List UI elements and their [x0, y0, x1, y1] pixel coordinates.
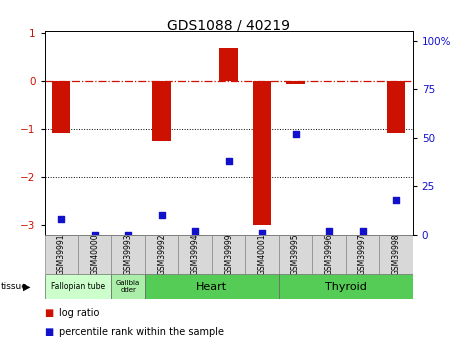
Text: ▶: ▶ [23, 282, 30, 292]
Bar [212, 235, 245, 274]
Text: log ratio: log ratio [59, 308, 99, 318]
Bar [287, 81, 305, 84]
Text: percentile rank within the sample: percentile rank within the sample [59, 327, 224, 337]
Point [225, 158, 232, 164]
Text: GSM39995: GSM39995 [291, 234, 300, 275]
Bar [45, 274, 112, 299]
Point [124, 232, 132, 237]
Point [392, 197, 400, 203]
Bar [178, 235, 212, 274]
Bar [78, 235, 112, 274]
Text: GSM39992: GSM39992 [157, 234, 166, 275]
Point [158, 213, 166, 218]
Bar [219, 48, 238, 81]
Point [325, 228, 333, 234]
Point [258, 230, 266, 235]
Bar [112, 274, 145, 299]
Text: Heart: Heart [197, 282, 227, 292]
Point [292, 131, 299, 137]
Bar [112, 235, 145, 274]
Bar [145, 274, 279, 299]
Text: GDS1088 / 40219: GDS1088 / 40219 [167, 19, 290, 33]
Point [359, 228, 366, 234]
Bar [145, 235, 178, 274]
Text: ■: ■ [45, 308, 54, 318]
Point [191, 228, 199, 234]
Text: GSM39996: GSM39996 [325, 234, 333, 275]
Text: GSM40001: GSM40001 [257, 234, 266, 275]
Text: GSM39993: GSM39993 [124, 234, 133, 275]
Bar [279, 235, 312, 274]
Text: GSM39994: GSM39994 [191, 234, 200, 275]
Text: Fallopian tube: Fallopian tube [51, 282, 105, 291]
Point [91, 232, 98, 237]
Point [58, 216, 65, 222]
Text: GSM39991: GSM39991 [57, 234, 66, 275]
Text: GSM40000: GSM40000 [90, 234, 99, 275]
Text: ■: ■ [45, 327, 54, 337]
Text: tissue: tissue [1, 282, 28, 291]
Bar [152, 81, 171, 141]
Text: GSM39997: GSM39997 [358, 234, 367, 275]
Text: Thyroid: Thyroid [325, 282, 367, 292]
Bar [387, 81, 405, 133]
Bar [312, 235, 346, 274]
Text: GSM39999: GSM39999 [224, 234, 233, 275]
Bar [279, 274, 413, 299]
Bar [253, 81, 271, 225]
Text: GSM39998: GSM39998 [392, 234, 401, 275]
Bar [346, 235, 379, 274]
Bar [45, 235, 78, 274]
Bar [52, 81, 70, 133]
Bar [379, 235, 413, 274]
Bar [245, 235, 279, 274]
Text: Gallbla
dder: Gallbla dder [116, 280, 140, 293]
